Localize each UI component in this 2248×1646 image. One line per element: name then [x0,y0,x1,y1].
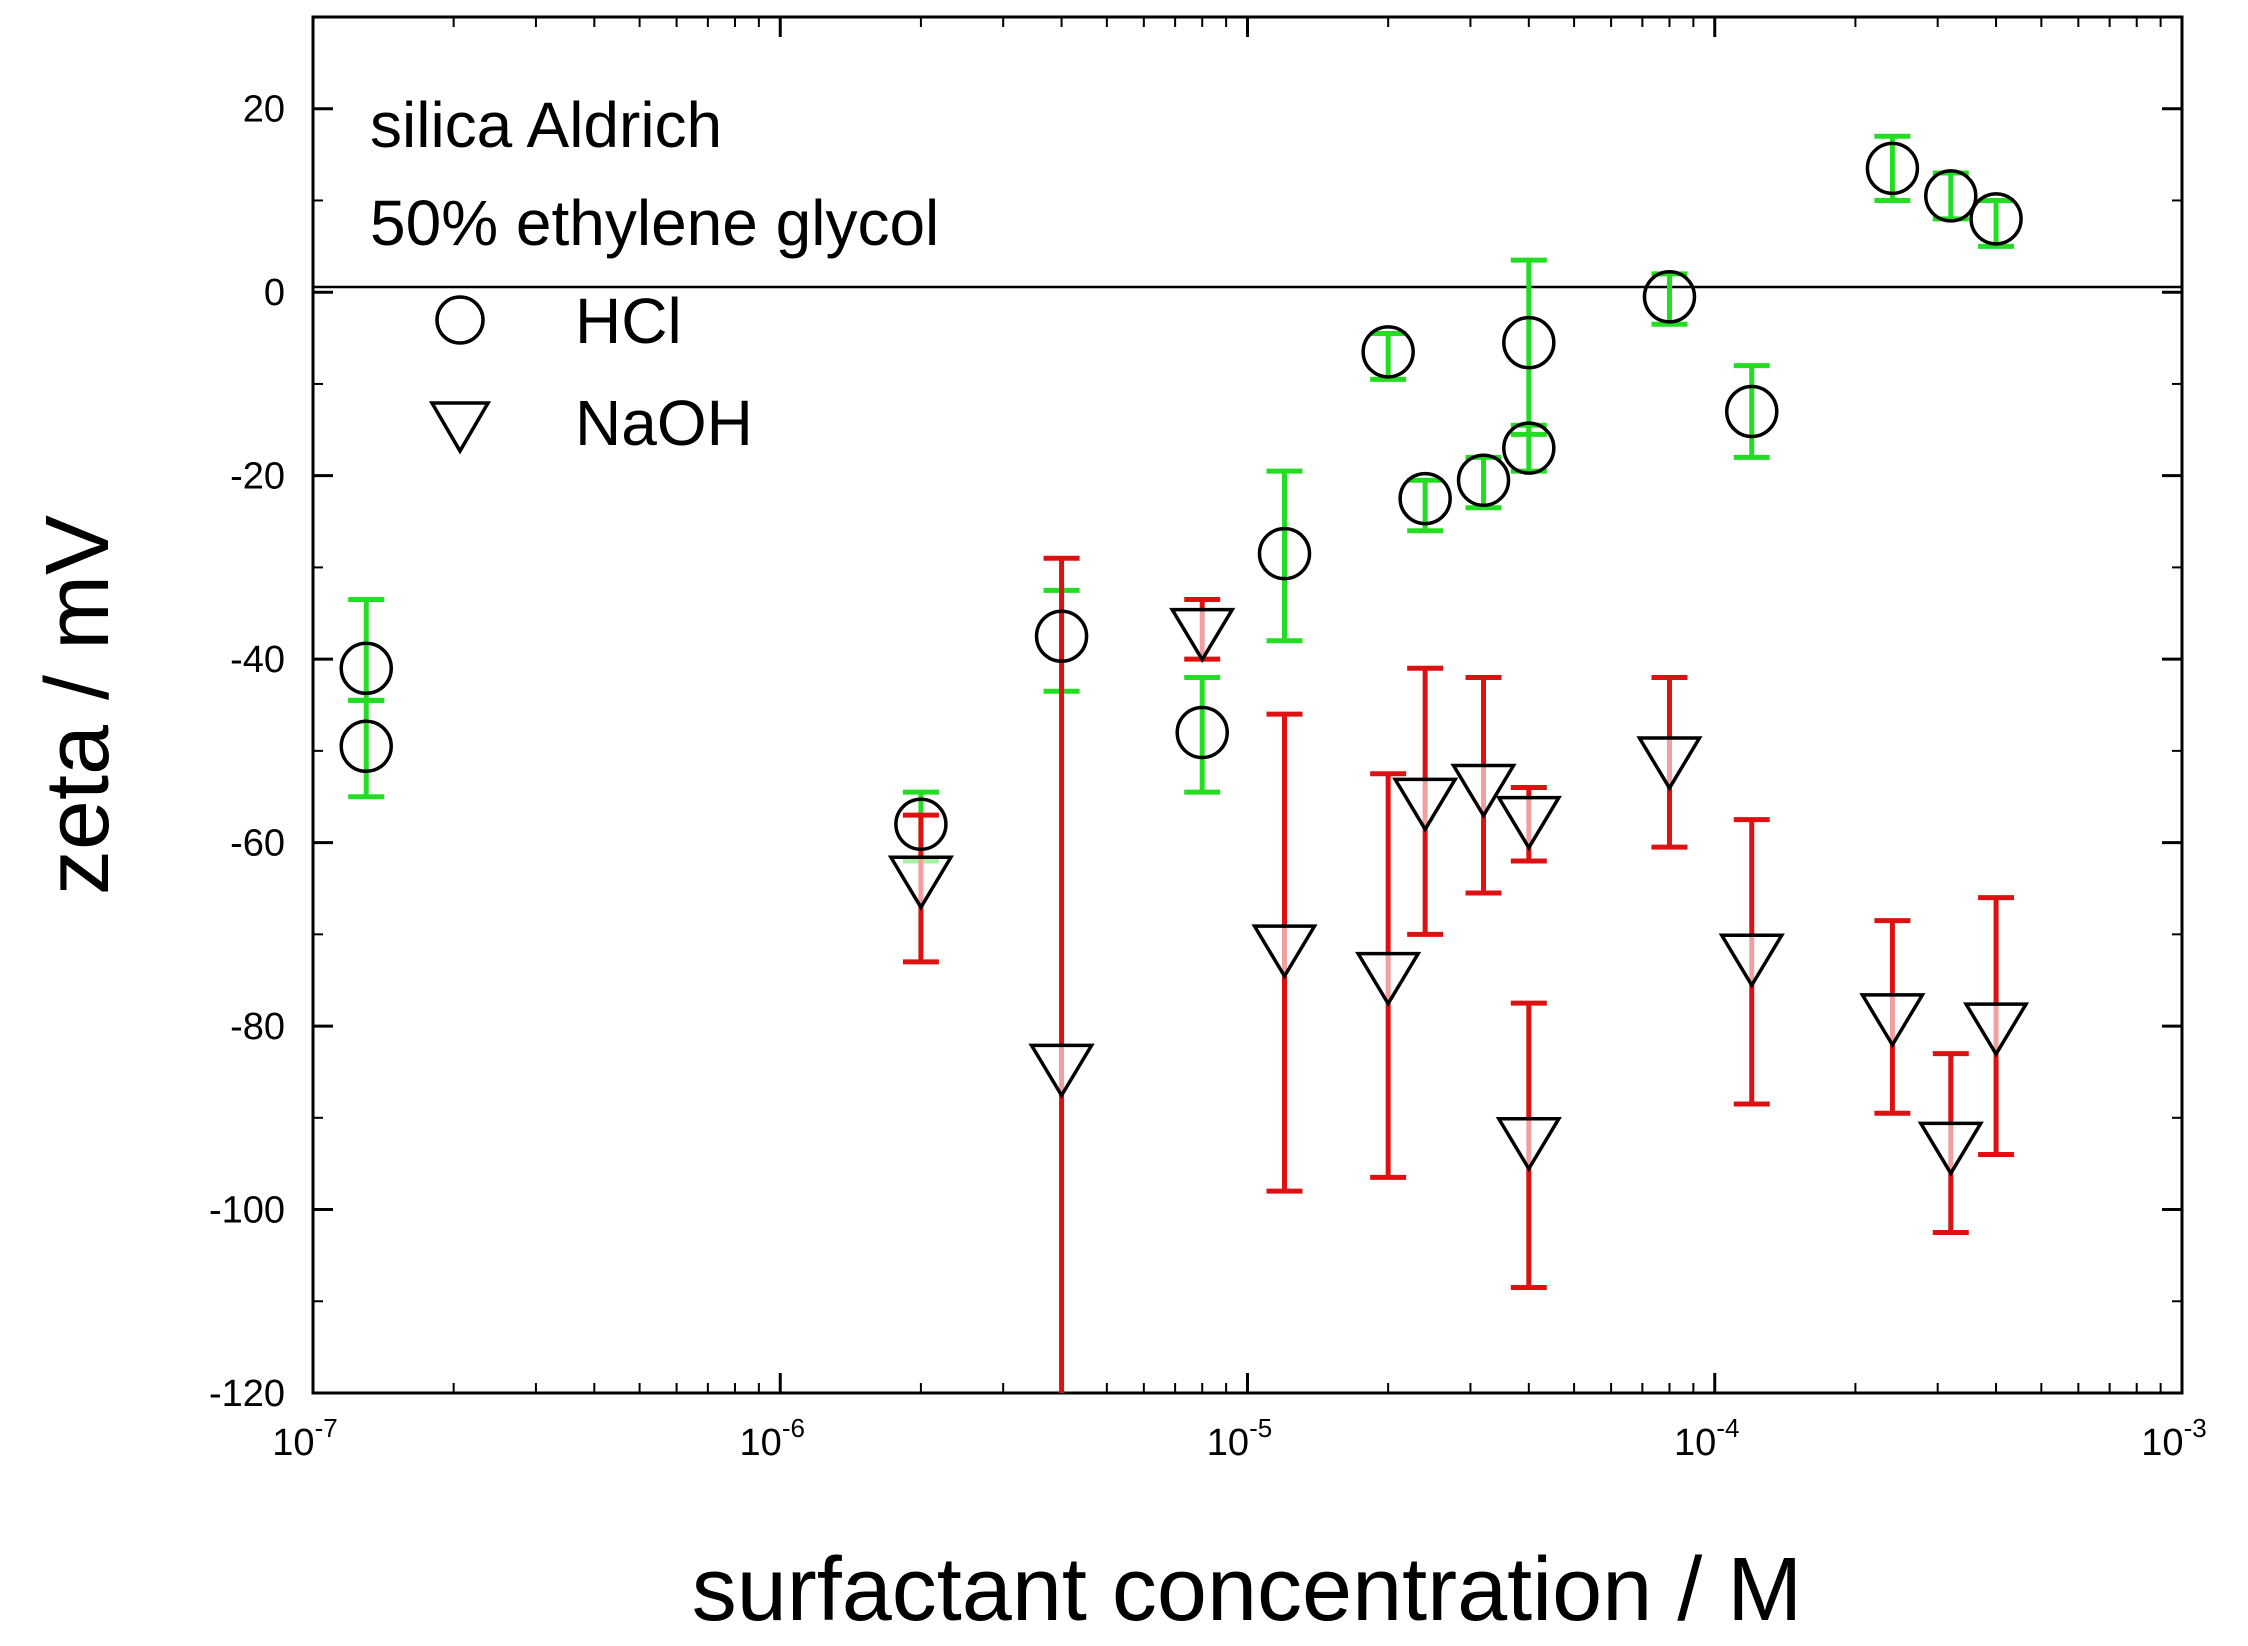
hcl-data-point [1034,609,1089,663]
hcl-data-point [1724,384,1779,439]
y-tick-label: 20 [243,89,285,131]
y-tick-label: -120 [209,1373,285,1415]
y-tick-label: -80 [230,1006,285,1048]
legend-hcl-label: HCl [575,285,682,357]
naoh-data-point [1028,1043,1095,1099]
axis-ticks: 10-7 10-6 10-5 10-4 10-3 20 0 -20 -40 -60 -80 -100 -… [209,16,2207,1464]
hcl-data-point [1456,453,1511,508]
legend-hcl-marker [435,295,485,345]
hcl-data-point [1502,421,1556,475]
x-tick-label: 10-6 [740,1413,805,1464]
annotation-line-1: silica Aldrich [370,89,722,161]
naoh-data-point [887,855,954,911]
hcl-data-point [1257,526,1312,581]
x-axis-title: surfactant concentration / M [692,1540,1803,1640]
data-markers [339,141,2030,1177]
x-tick-label: 10-5 [1207,1413,1272,1464]
naoh-data-point [1495,795,1562,852]
legend: HCl NaOH [428,285,753,459]
legend-naoh-marker [428,401,492,455]
x-tick-label: 10-7 [272,1413,337,1464]
y-tick-label: -60 [230,823,285,865]
y-tick-label: -100 [209,1190,285,1232]
naoh-data-point [1495,1116,1562,1173]
y-tick-label: -40 [230,639,285,681]
hcl-data-point [1502,315,1556,370]
naoh-data-point [1962,1002,2030,1058]
naoh-data-point [1251,924,1318,980]
naoh-data-point [1355,951,1422,1008]
hcl-data-point [1865,141,1920,196]
naoh-data-point [1169,607,1236,664]
y-axis-title: zeta / mV [28,515,128,895]
hcl-data-point [1398,471,1452,526]
y-tick-label: 0 [264,272,285,314]
naoh-data-point [1450,763,1517,819]
hcl-data-point [1969,192,2023,246]
hcl-data-point [1175,705,1229,760]
legend-naoh-label: NaOH [575,387,753,459]
x-tick-label: 10-3 [2141,1413,2206,1464]
hcl-data-point [339,641,393,696]
hcl-data-point [1361,325,1415,379]
hcl-data-point [339,719,393,774]
hcl-data-point [1924,169,1978,223]
naoh-data-point [1917,1121,1984,1177]
naoh-data-point [1718,933,1785,989]
y-tick-label: -20 [230,456,285,498]
annotation-line-2: 50% ethylene glycol [370,187,939,259]
hcl-data-point [1642,270,1697,324]
x-tick-label: 10-4 [1674,1413,1739,1464]
hcl-data-point [894,797,948,852]
naoh-data-point [1636,736,1703,792]
naoh-data-point [1859,993,1926,1049]
naoh-data-point [1392,777,1459,833]
